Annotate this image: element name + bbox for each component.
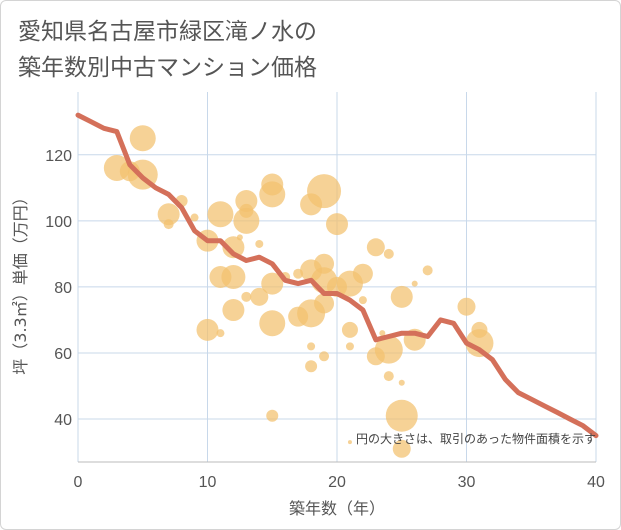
bubble-5 — [163, 219, 174, 230]
y-tick-60: 60 — [54, 346, 72, 363]
bubble-12 — [216, 329, 225, 338]
bubble-24 — [259, 181, 286, 208]
x-tick-40: 40 — [587, 474, 605, 491]
x-tick-0: 0 — [74, 474, 83, 491]
bubble-45 — [345, 342, 354, 351]
x-tick-10: 10 — [199, 474, 217, 491]
bubble-16 — [236, 234, 243, 241]
y-tick-labels: 40 60 80 100 120 — [45, 148, 72, 429]
bubble-2 — [129, 125, 156, 152]
bubble-47 — [352, 263, 373, 284]
bubble-57 — [392, 439, 411, 458]
bubble-52 — [383, 248, 394, 259]
bubble-13 — [222, 236, 245, 259]
bubble-46 — [347, 440, 352, 445]
bubble-54 — [383, 371, 394, 382]
bubble-size-note: 円の大きさは、取引のあった物件面積を示す — [356, 431, 596, 446]
y-axis-title: 坪（3.3㎡）単価（万円） — [11, 189, 30, 374]
bubble-58 — [398, 379, 405, 386]
y-tick-120: 120 — [45, 148, 72, 165]
y-tick-40: 40 — [54, 412, 72, 429]
x-axis-title: 築年数（年） — [289, 499, 385, 518]
bubble-21 — [255, 239, 264, 248]
bubble-9 — [196, 318, 219, 341]
bubble-62 — [457, 297, 476, 316]
bubble-51 — [379, 330, 386, 337]
bubble-15 — [222, 299, 245, 322]
average-price-line — [75, 112, 599, 439]
bubble-series — [103, 125, 494, 458]
y-tick-100: 100 — [45, 214, 72, 231]
bubble-19 — [233, 207, 260, 234]
bubble-25 — [261, 272, 284, 295]
bubble-14 — [221, 265, 246, 289]
bubble-27 — [266, 409, 279, 422]
bubble-40 — [319, 351, 330, 362]
bubble-7 — [190, 213, 199, 222]
bubble-26 — [259, 310, 286, 337]
bubble-35 — [307, 342, 316, 351]
bubble-20 — [241, 291, 252, 302]
bubble-56 — [385, 399, 418, 432]
bubble-39 — [314, 293, 335, 314]
y-tick-80: 80 — [54, 280, 72, 297]
bubble-61 — [422, 265, 433, 276]
bubble-44 — [341, 321, 358, 338]
bubble-22 — [250, 287, 269, 306]
x-tick-labels: 0 10 20 30 40 — [74, 474, 605, 491]
bubble-17 — [235, 190, 258, 213]
bubble-4 — [157, 203, 180, 226]
bubble-59 — [411, 280, 418, 287]
x-tick-20: 20 — [328, 474, 346, 491]
chart-title: 愛知県名古屋市緑区滝ノ水の 築年数別中古マンション価格 — [18, 19, 317, 81]
bubble-64 — [465, 329, 494, 358]
bubble-55 — [390, 285, 413, 308]
bubble-48 — [358, 296, 367, 305]
bubble-53 — [374, 335, 403, 364]
bubble-36 — [307, 174, 342, 209]
bubble-41 — [326, 213, 348, 236]
x-tick-30: 30 — [458, 474, 476, 491]
bubble-49 — [366, 238, 385, 257]
bubble-10 — [207, 201, 234, 228]
bubble-34 — [305, 360, 318, 373]
